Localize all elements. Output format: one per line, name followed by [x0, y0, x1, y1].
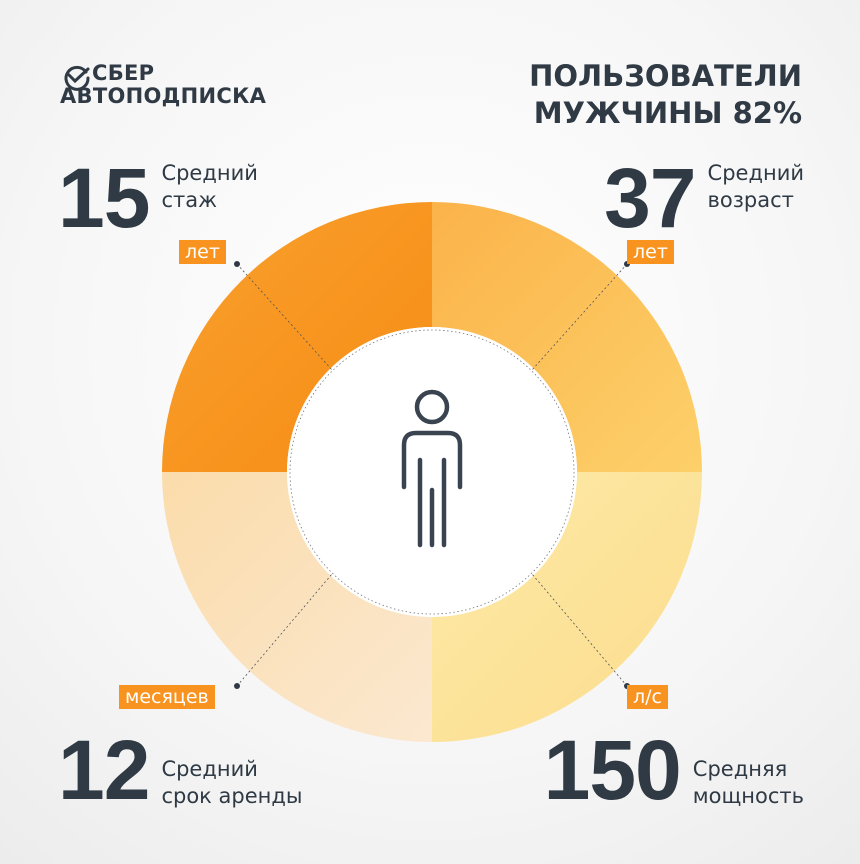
segment-power [432, 472, 702, 742]
experience-unit: лет [179, 240, 226, 264]
experience-label: Средний стаж [161, 160, 257, 214]
age-unit: лет [627, 240, 674, 264]
power-label1: Средняя [692, 757, 788, 781]
power-stat: 150 Средняя мощность [544, 728, 804, 812]
experience-label1: Средний [161, 161, 258, 185]
logo-line2: АВТОПОДПИСКА [60, 84, 267, 108]
rent-stat: 12 Средний срок аренды [58, 728, 302, 812]
rent-label1: Средний [161, 757, 258, 781]
check-circle-icon [64, 65, 90, 91]
leader-lines [236, 263, 628, 687]
logo-line1: СБЕР [92, 61, 155, 85]
headline: ПОЛЬЗОВАТЕЛИ МУЖЧИНЫ 82% [529, 58, 802, 132]
rent-label2: срок аренды [161, 784, 303, 808]
headline-line2: МУЖЧИНЫ 82% [533, 96, 802, 130]
segment-experience [162, 202, 432, 472]
headline-line1: ПОЛЬЗОВАТЕЛИ [529, 59, 802, 93]
age-label2: возраст [707, 188, 794, 212]
power-value: 150 [543, 723, 682, 817]
logo: СБЕР АВТОПОДПИСКА [60, 62, 266, 108]
person-icon [401, 389, 463, 548]
power-label: Средняя мощность [693, 756, 804, 810]
rent-value: 12 [58, 723, 150, 817]
dotted-circle [289, 329, 575, 615]
experience-label2: стаж [161, 188, 218, 212]
rent-label: Средний срок аренды [161, 756, 302, 810]
power-label2: мощность [692, 784, 804, 808]
age-label1: Средний [707, 161, 804, 185]
power-unit: л/с [627, 685, 668, 709]
experience-stat: 15 Средний стаж [58, 156, 258, 240]
segment-age [432, 202, 702, 472]
experience-value: 15 [58, 151, 150, 245]
age-label: Средний возраст [708, 160, 804, 214]
age-value: 37 [604, 151, 696, 245]
rent-unit: месяцев [119, 685, 215, 709]
age-stat: 37 Средний возраст [604, 156, 804, 240]
segment-rent [162, 472, 432, 742]
